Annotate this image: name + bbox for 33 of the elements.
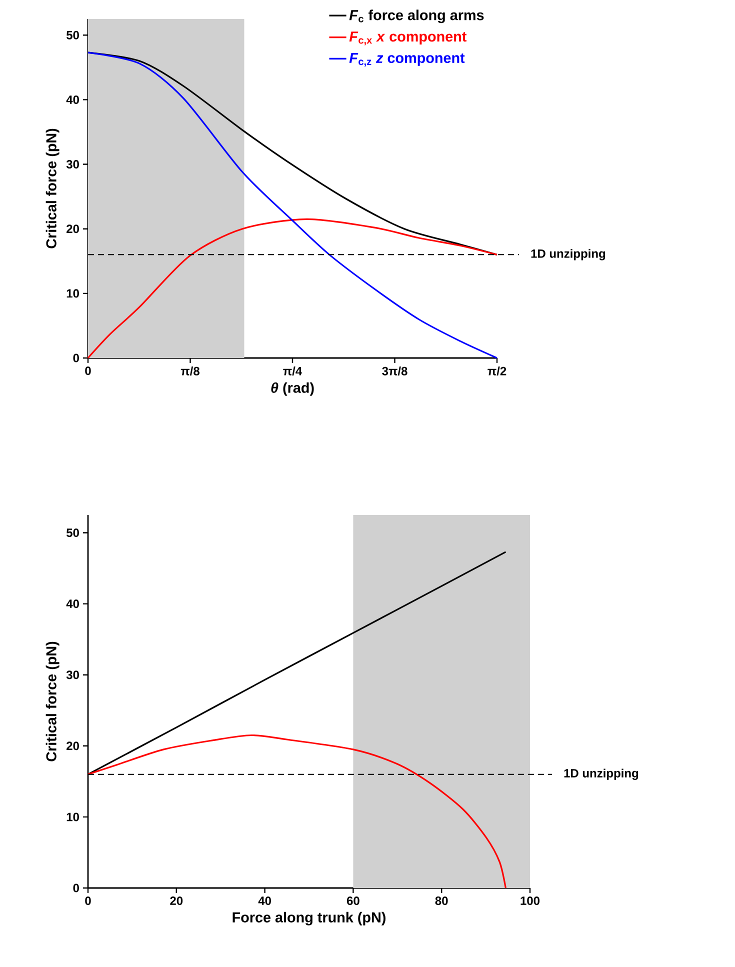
x-tick-label: 40	[258, 896, 271, 906]
y-tick-label: 0	[73, 884, 79, 892]
x-tick-label: π/8	[180, 366, 200, 376]
x-tick-label: 3π/8	[382, 366, 408, 376]
y-tick-label: 40	[66, 95, 79, 104]
x-tick-label: 20	[170, 896, 183, 906]
ref-line-label: 1D unzipping	[564, 768, 638, 780]
y-tick-label: 40	[66, 600, 79, 608]
y-axis-title: Critical force (pN)	[46, 642, 60, 762]
x-tick-label: 0	[85, 896, 91, 906]
legend-label: F$_{c}$ force along arms	[349, 10, 484, 24]
x-axis-title: Force along trunk (pN)	[232, 912, 386, 926]
line-series	[87, 734, 506, 889]
legend-label: F$_{c,z}$ z component	[349, 52, 465, 67]
y-axis-title: Critical force (pN)	[46, 128, 60, 248]
x-tick-label: 60	[346, 896, 360, 906]
y-tick-label: 10	[66, 812, 79, 822]
legend-label: F$_{c,x}$ x component	[349, 32, 467, 46]
x-tick-label: 0	[85, 366, 91, 376]
x-tick-label: π/4	[283, 366, 302, 376]
ref-line-label: 1D unzipping	[531, 249, 606, 260]
y-tick-label: 50	[66, 30, 79, 40]
y-tick-label: 0	[73, 354, 79, 362]
x-tick-label: 80	[435, 896, 448, 906]
y-tick-label: 10	[66, 289, 79, 298]
x-tick-label: π/2	[488, 366, 506, 376]
y-tick-label: 20	[66, 742, 79, 750]
y-tick-label: 50	[66, 528, 79, 537]
x-tick-label: 100	[520, 896, 540, 906]
y-tick-label: 30	[66, 160, 79, 169]
x-axis-title: θ (rad)	[271, 382, 314, 396]
y-tick-label: 20	[66, 224, 79, 234]
y-tick-label: 30	[66, 670, 79, 680]
